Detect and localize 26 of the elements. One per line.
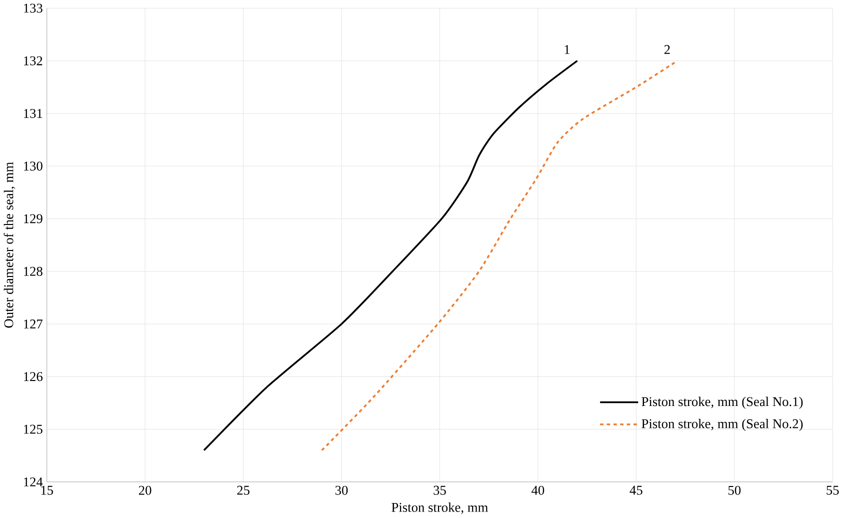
x-tick-label: 55 xyxy=(826,486,839,495)
y-tick-label: 124 xyxy=(24,478,43,487)
y-axis-title: Outer diameter of the seal, mm xyxy=(4,162,16,328)
annotation: 2 xyxy=(664,45,670,54)
y-tick-label: 129 xyxy=(24,214,42,224)
x-tick-label: 50 xyxy=(728,486,741,496)
x-tick-label: 30 xyxy=(335,486,348,496)
x-tick-label: 40 xyxy=(532,486,544,496)
x-tick-label: 45 xyxy=(630,486,642,495)
y-tick-label: 127 xyxy=(24,320,43,329)
y-tick-label: 125 xyxy=(24,424,42,434)
y-tick-label: 133 xyxy=(24,4,42,13)
y-tick-label: 128 xyxy=(24,267,42,276)
annotation: 1 xyxy=(564,45,570,54)
legend-label: Piston stroke, mm (Seal No.2) xyxy=(642,419,803,432)
x-tick-label: 15 xyxy=(41,486,54,495)
x-axis-title: Piston stroke, mm xyxy=(392,502,488,514)
y-tick-label: 131 xyxy=(24,109,42,118)
y-tick-label: 132 xyxy=(24,56,42,66)
x-tick-label: 35 xyxy=(434,486,446,496)
legend-label: Piston stroke, mm (Seal No.1) xyxy=(642,396,803,410)
y-tick-label: 130 xyxy=(24,162,42,171)
line-series xyxy=(203,60,578,452)
x-tick-label: 25 xyxy=(237,486,250,496)
x-tick-label: 20 xyxy=(138,486,152,496)
y-tick-label: 126 xyxy=(24,372,43,382)
